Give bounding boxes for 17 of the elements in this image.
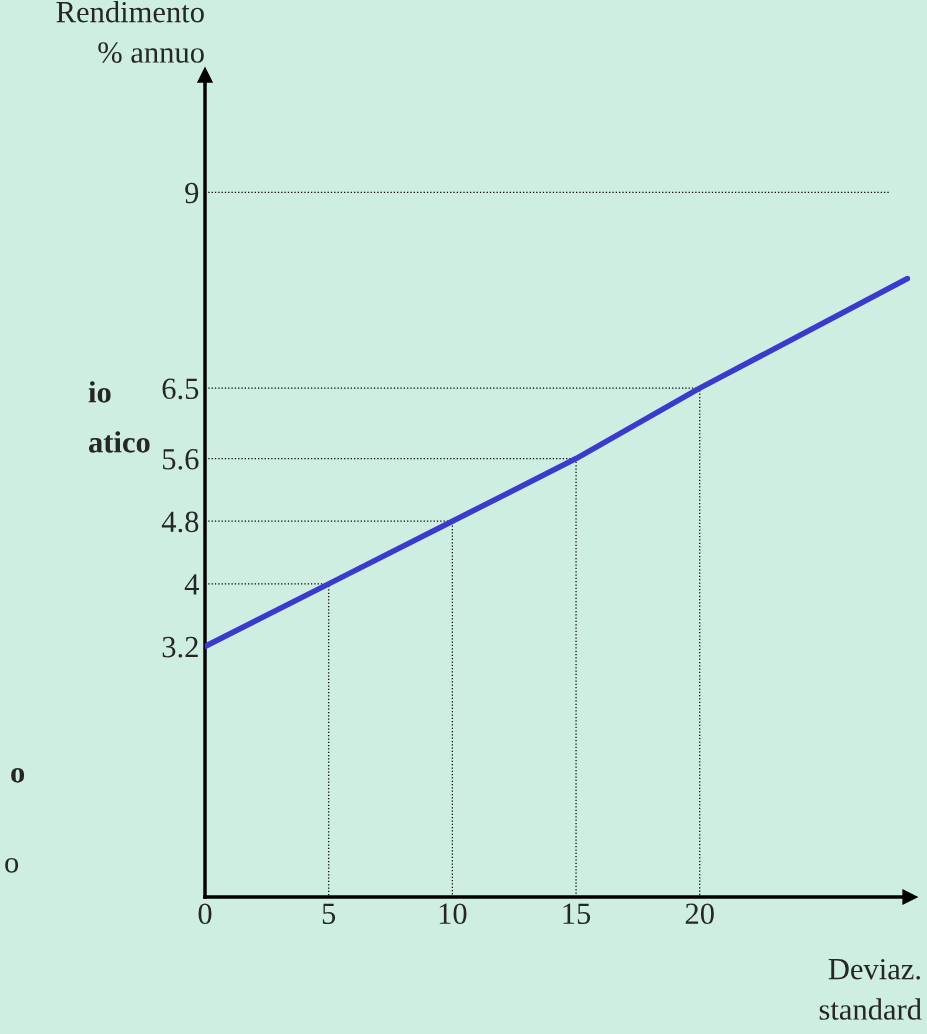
x-tick-label: 20 [685,903,714,925]
x-axis-title: Deviaz. standard [819,958,922,1020]
y-axis-title: Rendimento % annuo [56,0,204,63]
text: atico [88,431,150,453]
text: io [88,381,111,403]
text: o [11,767,25,783]
y-tick-label: 9 [185,182,199,204]
x-tick-label: 10 [439,903,467,925]
x-tick-label: 15 [563,903,591,925]
y-tick-label: 5.6 [163,448,199,470]
y-tick-label: 4 [184,574,199,595]
y-tick-label: 3.2 [162,636,198,658]
x-tick-label: 0 [198,903,212,925]
y-tick-label: 6.5 [162,378,199,400]
y-tick-label: 4.8 [161,511,199,533]
x-tick-label: 5 [322,903,336,925]
text: o [5,857,19,873]
